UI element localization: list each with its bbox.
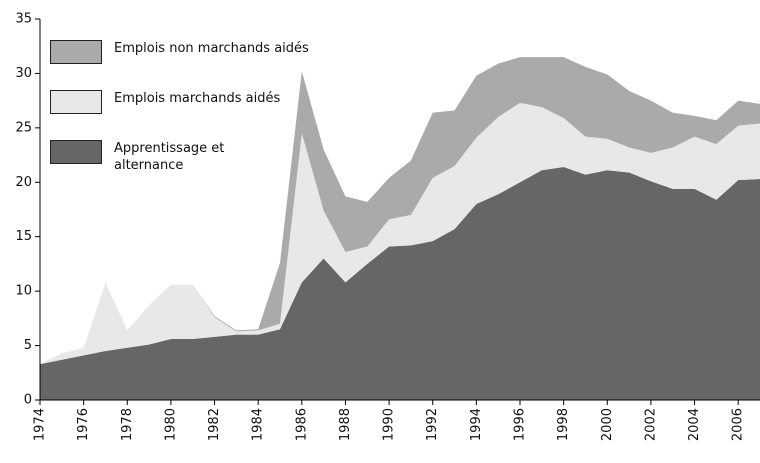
y-tick-label: 20 <box>15 175 32 190</box>
area <box>40 102 760 365</box>
y-tick-label: 30 <box>15 66 32 81</box>
x-tick-label: 2006 <box>731 408 746 441</box>
x-tick-label: 2000 <box>600 408 615 441</box>
y-tick-label: 0 <box>24 393 32 408</box>
x-tick-label: 1976 <box>76 408 91 441</box>
x-tick-label: 1986 <box>294 408 309 441</box>
legend-swatch <box>50 90 102 114</box>
x-tick-label: 1994 <box>469 408 484 441</box>
x-tick-label: 1996 <box>513 408 528 441</box>
area <box>40 167 760 400</box>
legend-label: Apprentissage et alternance <box>114 141 225 173</box>
y-tick-label: 5 <box>24 338 32 353</box>
legend-item: Emplois marchands aidés <box>50 90 374 114</box>
x-tick-label: 1984 <box>251 408 266 441</box>
y-tick-label: 35 <box>15 12 32 27</box>
area <box>40 57 760 365</box>
legend-label: Emplois marchands aidés <box>114 91 281 106</box>
x-tick-label: 1990 <box>382 408 397 441</box>
x-tick-label: 1980 <box>163 408 178 441</box>
x-tick-label: 1974 <box>33 408 48 441</box>
x-tick-label: 1992 <box>425 408 440 441</box>
legend-swatch <box>50 140 102 164</box>
legend-label: Emplois non marchands aidés <box>114 41 309 56</box>
x-tick-label: 1998 <box>556 408 571 441</box>
x-tick-label: 2004 <box>687 408 702 441</box>
legend-item: Apprentissage et alternance <box>50 140 234 174</box>
y-tick-label: 25 <box>15 120 32 135</box>
y-tick-label: 15 <box>15 229 32 244</box>
x-tick-label: 1982 <box>207 408 222 441</box>
x-tick-label: 1988 <box>338 408 353 441</box>
x-tick-label: 2002 <box>643 408 658 441</box>
legend-swatch <box>50 40 102 64</box>
x-tick-label: 1978 <box>120 408 135 441</box>
y-tick-label: 10 <box>15 284 32 299</box>
legend-item: Emplois non marchands aidés <box>50 40 374 64</box>
